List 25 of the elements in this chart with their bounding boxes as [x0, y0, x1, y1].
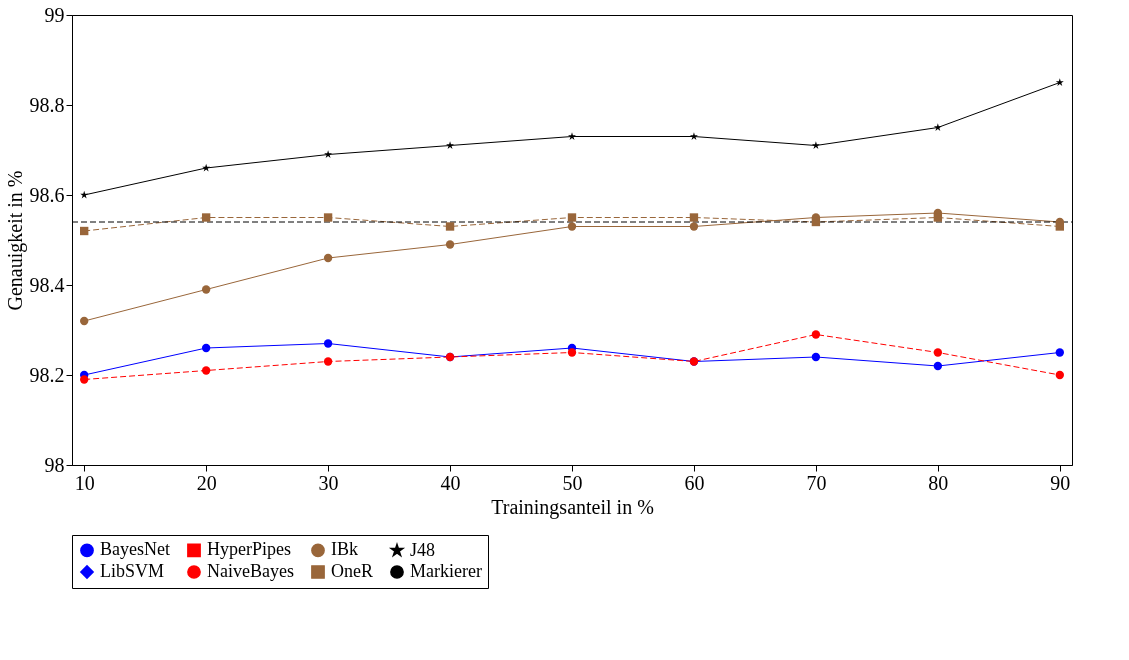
legend-label: LibSVM [100, 561, 165, 581]
legend-label: BayesNet [100, 539, 170, 560]
legend-label: IBk [331, 539, 358, 560]
x-tick-label: 20 [196, 471, 217, 494]
y-tick-label: 98.8 [29, 93, 65, 116]
legend-label: NaiveBayes [207, 561, 294, 581]
legend-label: OneR [331, 561, 373, 581]
x-tick-label: 30 [318, 471, 339, 494]
x-tick-label: 70 [806, 471, 827, 494]
y-tick-label: 99 [44, 3, 65, 26]
y-tick-label: 98 [44, 453, 65, 476]
x-tick-label: 10 [74, 471, 95, 494]
x-tick-label: 40 [440, 471, 461, 494]
x-tick-label: 90 [1050, 471, 1071, 494]
legend-label: J48 [410, 539, 436, 560]
legend-label: Markierer [410, 561, 482, 581]
legend-label: HyperPipes [207, 539, 291, 560]
x-tick-label: 80 [928, 471, 949, 494]
y-axis-title: Genauigkeit in % [3, 170, 27, 311]
x-tick-label: 50 [562, 471, 583, 494]
y-tick-label: 98.2 [29, 363, 65, 386]
y-tick-label: 98.6 [29, 183, 65, 206]
x-axis-title: Trainingsanteil in % [491, 495, 654, 519]
x-tick-label: 60 [684, 471, 705, 494]
y-tick-label: 98.4 [29, 273, 65, 296]
